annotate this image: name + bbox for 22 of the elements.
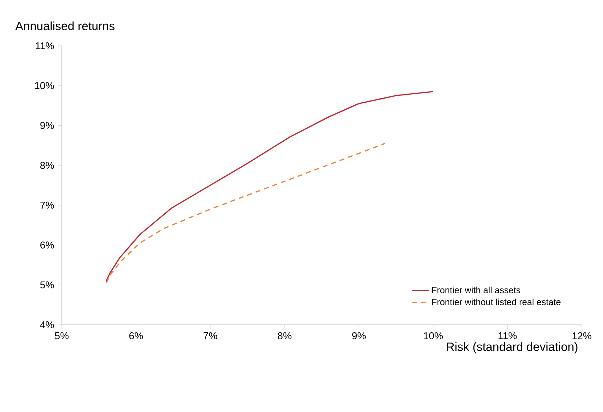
y-tick-label: 7% bbox=[40, 202, 54, 209]
x-tick-label: 11% bbox=[498, 332, 517, 340]
x-tick-label: 12% bbox=[572, 332, 592, 340]
legend-label: Frontier with all assets bbox=[432, 286, 520, 294]
y-axis-title: Annualised returns bbox=[16, 22, 115, 30]
y-tick-label: 8% bbox=[40, 162, 54, 170]
x-tick-label: 10% bbox=[424, 332, 444, 340]
y-tick-label: 9% bbox=[40, 122, 54, 130]
x-tick-label: 8% bbox=[278, 332, 292, 340]
legend-label: Frontier without listed real estate bbox=[432, 298, 561, 306]
x-tick-label: 9% bbox=[352, 332, 366, 340]
x-axis-title: Risk (standard deviation) bbox=[447, 342, 578, 354]
y-tick-label: 5% bbox=[40, 282, 54, 289]
y-tick-label: 11% bbox=[36, 42, 54, 50]
line-series bbox=[106, 143, 386, 284]
y-tick-label: 10% bbox=[35, 82, 54, 90]
y-tick-label: 6% bbox=[40, 242, 54, 249]
x-tick-label: 6% bbox=[130, 332, 144, 340]
x-tick-label: 7% bbox=[204, 332, 218, 340]
y-tick-label: 4% bbox=[40, 322, 54, 328]
line-series bbox=[106, 91, 434, 282]
x-tick-label: 5% bbox=[55, 332, 69, 340]
